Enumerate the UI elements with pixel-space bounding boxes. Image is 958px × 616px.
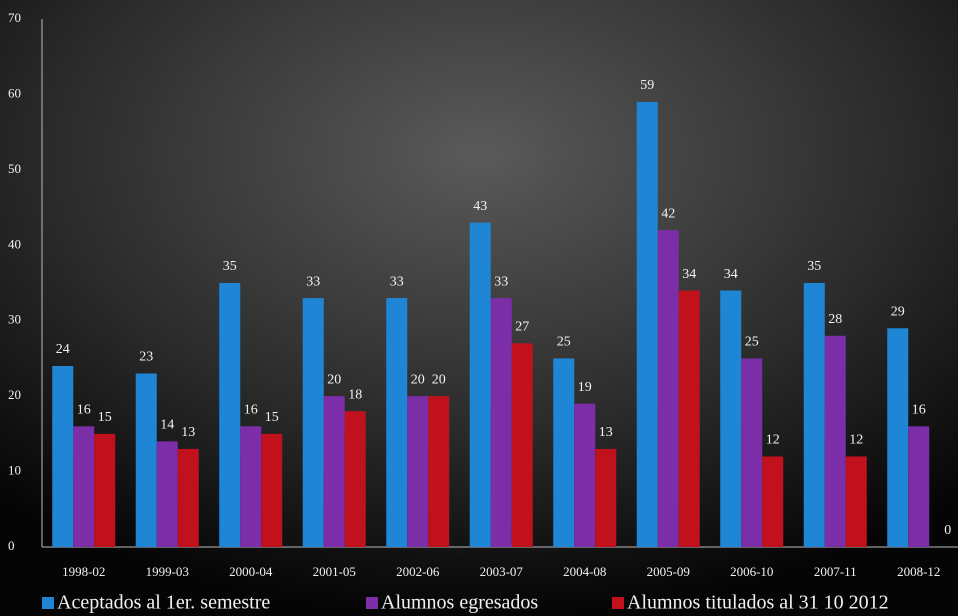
x-tick-label: 1999-03: [146, 564, 189, 579]
y-tick-label: 70: [8, 10, 21, 25]
y-tick-label: 60: [8, 85, 21, 100]
bar: [135, 373, 157, 547]
value-label: 25: [745, 335, 759, 350]
bar: [240, 426, 262, 547]
value-label: 19: [578, 380, 592, 395]
value-label: 29: [891, 304, 905, 319]
legend-swatch: [366, 597, 378, 609]
y-tick-label: 10: [8, 463, 21, 478]
bar: [678, 290, 700, 547]
value-label: 12: [849, 433, 863, 448]
x-tick-label: 2007-11: [814, 564, 857, 579]
value-label: 35: [807, 259, 821, 274]
legend-swatch: [612, 597, 624, 609]
bar: [511, 343, 533, 547]
value-label: 15: [98, 410, 112, 425]
value-label: 18: [348, 387, 362, 402]
bar: [52, 365, 74, 547]
y-tick-label: 40: [8, 236, 21, 251]
value-label: 34: [724, 267, 738, 282]
y-tick-label: 50: [8, 161, 21, 176]
bar: [490, 298, 512, 547]
value-label: 27: [515, 320, 529, 335]
bar: [887, 328, 909, 547]
value-label: 33: [390, 274, 404, 289]
x-tick-label: 2001-05: [313, 564, 356, 579]
x-tick-label: 2002-06: [396, 564, 440, 579]
value-label: 15: [265, 410, 279, 425]
legend-label: Aceptados al 1er. semestre: [57, 592, 270, 614]
value-label: 33: [306, 274, 320, 289]
bar: [845, 456, 867, 547]
x-tick-label: 2006-10: [730, 564, 773, 579]
bar: [261, 433, 283, 547]
bar: [720, 290, 742, 547]
value-label: 34: [682, 267, 696, 282]
bar: [156, 441, 178, 547]
bar: [908, 426, 930, 547]
bar: [302, 298, 324, 547]
value-label: 14: [160, 418, 174, 433]
value-label: 24: [56, 342, 70, 357]
x-tick-label: 2008-12: [897, 564, 940, 579]
bar: [94, 433, 116, 547]
y-tick-label: 0: [8, 538, 15, 553]
value-label: 23: [139, 350, 153, 365]
bar: [407, 396, 429, 547]
x-tick-label: 2003-07: [480, 564, 524, 579]
value-label: 16: [77, 403, 91, 418]
bar: [636, 101, 658, 547]
legend-swatch: [42, 597, 54, 609]
value-label: 20: [327, 372, 341, 387]
bar: [657, 230, 679, 547]
value-label: 20: [432, 372, 446, 387]
bar: [386, 298, 408, 547]
value-label: 16: [244, 403, 258, 418]
value-label: 28: [828, 312, 842, 327]
y-tick-label: 20: [8, 387, 21, 402]
bar: [762, 456, 784, 547]
x-tick-label: 2005-09: [647, 564, 690, 579]
bar: [73, 426, 95, 547]
value-label: 12: [766, 433, 780, 448]
bar: [595, 448, 617, 547]
bar: [428, 396, 450, 547]
bar: [741, 358, 763, 547]
value-label: 43: [473, 199, 487, 214]
x-tick-label: 1998-02: [62, 564, 105, 579]
bar: [344, 411, 366, 547]
legend-label: Alumnos titulados al 31 10 2012: [627, 592, 889, 614]
value-label: 42: [661, 206, 675, 221]
value-label: 13: [181, 425, 195, 440]
legend-label: Alumnos egresados: [381, 592, 538, 614]
value-label: 16: [912, 403, 926, 418]
bar: [323, 396, 345, 547]
bar: [469, 222, 491, 547]
value-label: 0: [944, 523, 951, 538]
bar: [553, 358, 575, 547]
value-label: 25: [557, 335, 571, 350]
value-label: 13: [599, 425, 613, 440]
bar: [574, 403, 596, 547]
bar: [219, 283, 241, 547]
bar: [824, 335, 846, 547]
bar: [803, 283, 825, 547]
y-tick-label: 30: [8, 312, 21, 327]
x-tick-label: 2004-08: [563, 564, 606, 579]
x-tick-label: 2000-04: [229, 564, 273, 579]
value-label: 59: [640, 78, 654, 93]
value-label: 20: [411, 372, 425, 387]
bar: [177, 448, 199, 547]
value-label: 33: [494, 274, 508, 289]
value-label: 35: [223, 259, 237, 274]
